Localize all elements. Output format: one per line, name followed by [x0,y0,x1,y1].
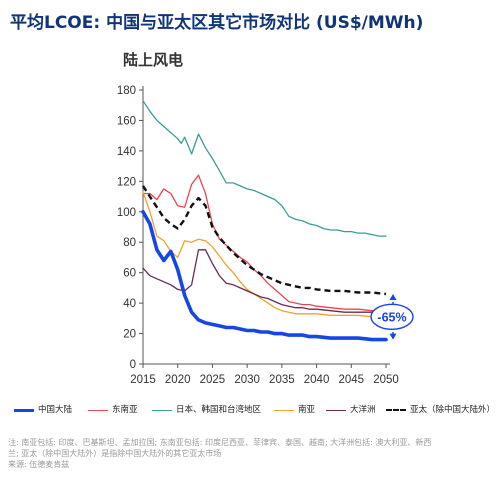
legend-label-china: 中国大陆 [38,405,73,415]
legend-label-south-asia: 南亚 [298,405,316,415]
y-tick-label: 40 [123,298,136,310]
x-tick-label: 2025 [200,374,226,386]
legend: 中国大陆 东南亚 日本、韩国和台湾地区 南亚 大洋洲 亚太（除中国大陆外） [14,404,498,418]
legend-swatch-south-asia [274,409,294,411]
y-tick-label: 20 [123,329,136,341]
annotation-bubble [370,303,414,331]
legend-label-japan-korea-taiwan: 日本、韩国和台湾地区 [176,405,262,415]
legend-label-apac-ex-china: 亚太（除中国大陆外） [410,405,496,415]
x-tick-label: 2040 [304,374,330,386]
legend-swatch-oceania [326,409,346,411]
legend-item-apac-ex-china: 亚太（除中国大陆外） [386,404,495,417]
y-tick-label: 100 [117,207,136,219]
y-tick-label: 120 [117,176,136,188]
legend-label-southeast-asia: 东南亚 [112,405,138,415]
chart-subtitle: 陆上风电 [123,51,184,69]
annotation-label: -65% [377,310,406,324]
footnote-line-2: 兰; 亚太（除中国大陆外）是指除中国大陆外的其它亚太市场 [8,449,222,458]
legend-swatch-china [14,408,34,412]
series-line-south-asia [142,191,387,318]
legend-label-oceania: 大洋洲 [350,405,376,415]
y-tick-label: 80 [123,237,136,249]
x-tick-label: 2030 [234,374,260,386]
footnotes: 注: 南亚包括: 印度、巴基斯坦、孟加拉国; 东南亚包括: 印度尼西亚、菲律宾、… [8,437,494,470]
series-line-china [141,210,388,342]
legend-item-oceania: 大洋洲 [326,404,376,417]
legend-item-southeast-asia: 东南亚 [88,404,138,417]
series-line-oceania [142,249,387,313]
legend-item-china: 中国大陆 [14,404,72,417]
annotation-arrow-head-up [389,293,397,300]
chart-title: 平均LCOE: 中国与亚太区其它市场对比 (US$/MWh) [10,13,424,33]
footnote-line-1: 注: 南亚包括: 印度、巴基斯坦、孟加拉国; 东南亚包括: 印度尼西亚、菲律宾、… [8,438,432,447]
series-line-japan-korea-taiwan [142,100,387,237]
legend-swatch-southeast-asia [88,409,108,411]
legend-swatch-japan-korea-taiwan [152,409,172,411]
legend-item-japan-korea-taiwan: 日本、韩国和台湾地区 [152,404,261,417]
y-tick-label: 140 [117,146,136,158]
x-tick-label: 2035 [269,374,295,386]
legend-swatch-apac-ex-china [386,409,406,411]
y-tick-label: 180 [117,85,136,97]
footnote-source: 来源: 伍德麦肯兹 [8,460,70,469]
x-tick-label: 2045 [338,374,364,386]
y-tick-label: 160 [117,115,136,127]
y-tick-label: 0 [130,359,136,371]
x-tick-label: 2020 [165,374,191,386]
legend-item-south-asia: 南亚 [274,404,315,417]
x-tick-label: 2015 [130,374,156,386]
series-line-southeast-asia [142,174,387,312]
annotation-arrow-head-down [389,333,397,340]
y-tick-label: 60 [123,268,136,280]
series-line-apac-ex-china [141,185,387,296]
x-tick-label: 2050 [373,374,399,386]
